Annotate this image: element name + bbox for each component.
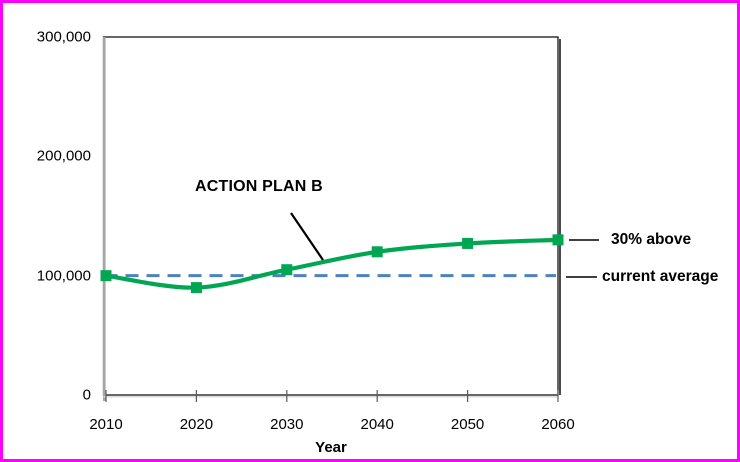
x-tick-label: 2040 — [360, 416, 394, 433]
x-tick-label: 2030 — [270, 416, 304, 433]
x-tick-label: 2060 — [541, 416, 575, 433]
y-tick-label: 300,000 — [36, 28, 91, 46]
plot-area-border — [102, 36, 559, 396]
reference-line-annotation: current average — [602, 268, 719, 285]
series-marker — [281, 264, 293, 276]
y-tick-label: 200,000 — [36, 147, 91, 165]
x-tick-label: 2050 — [450, 416, 485, 433]
x-axis-title: Year — [315, 439, 347, 456]
y-tick-label: 0 — [82, 386, 91, 404]
series-marker — [190, 282, 202, 294]
series-marker — [462, 237, 474, 249]
y-tick-label: 100,000 — [36, 267, 91, 285]
x-tick-label: 2010 — [89, 416, 123, 433]
series-line — [103, 237, 561, 290]
series-marker — [100, 270, 112, 282]
x-tick-label: 2020 — [179, 416, 214, 433]
series-marker — [552, 234, 564, 246]
series-label-leader-line — [290, 212, 324, 261]
end-value-annotation: 30% above — [611, 231, 692, 248]
series-label-annotation: ACTION PLAN B — [195, 178, 323, 195]
series-marker — [371, 246, 383, 258]
